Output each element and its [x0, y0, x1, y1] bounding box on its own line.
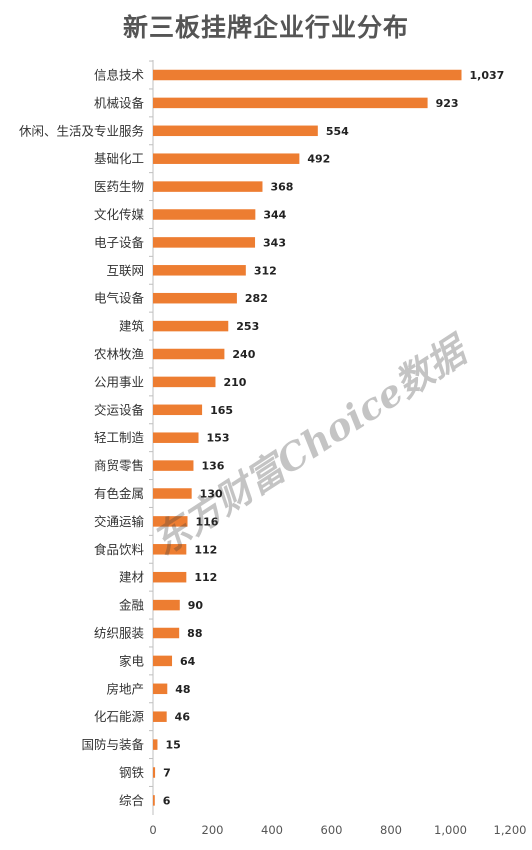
value-label: 112	[194, 543, 217, 556]
category-label: 综合	[119, 793, 145, 808]
value-label: 253	[236, 320, 259, 333]
bar	[153, 69, 462, 81]
category-label: 轻工制造	[94, 430, 145, 445]
bar	[153, 711, 167, 722]
category-label: 家电	[119, 653, 145, 668]
x-tick-label: 800	[380, 823, 402, 837]
category-label: 农林牧渔	[94, 347, 144, 362]
x-tick-label: 1,200	[494, 823, 527, 837]
value-label: 153	[207, 432, 230, 445]
value-label: 88	[187, 627, 202, 640]
value-label: 136	[201, 460, 224, 473]
bar	[153, 153, 300, 164]
bar	[153, 404, 203, 416]
category-label: 信息技术	[94, 68, 145, 83]
bar	[153, 376, 216, 388]
x-tick-label: 200	[202, 823, 224, 837]
value-label: 554	[326, 125, 349, 138]
category-label: 国防与装备	[81, 737, 144, 752]
bar	[153, 320, 229, 332]
category-label: 金融	[119, 598, 145, 613]
bar	[153, 683, 168, 695]
value-label: 7	[163, 767, 171, 780]
value-label: 1,037	[470, 69, 505, 82]
value-label: 210	[223, 376, 246, 389]
x-tick-label: 600	[321, 823, 343, 837]
value-label: 282	[245, 292, 268, 305]
chart-title: 新三板挂牌企业行业分布	[122, 13, 409, 42]
x-tick-label: 400	[261, 823, 283, 837]
category-label: 交运设备	[94, 402, 145, 417]
bar	[153, 571, 187, 583]
category-label: 电子设备	[94, 235, 145, 250]
value-label: 48	[175, 683, 190, 696]
bar	[153, 767, 156, 778]
bar	[153, 599, 180, 611]
category-label: 建筑	[119, 319, 145, 334]
bar	[153, 348, 225, 360]
x-tick-label: 0	[149, 823, 156, 837]
bar	[153, 292, 237, 304]
value-label: 112	[194, 571, 217, 584]
category-label: 建材	[119, 570, 144, 585]
value-label: 368	[270, 181, 293, 194]
bar	[153, 432, 199, 443]
bar	[153, 488, 192, 499]
value-label: 492	[307, 153, 330, 166]
value-label: 15	[165, 739, 180, 752]
category-label: 休闲、生活及专业服务	[19, 123, 144, 138]
value-label: 343	[263, 236, 286, 249]
value-label: 64	[180, 655, 196, 668]
bar	[153, 655, 173, 667]
value-label: 165	[210, 404, 233, 417]
category-label: 有色金属	[94, 486, 144, 501]
category-label: 纺织服装	[94, 626, 144, 641]
bar	[153, 265, 246, 276]
x-tick-label: 1,000	[434, 823, 467, 837]
value-label: 46	[175, 711, 191, 724]
bar	[153, 739, 158, 750]
value-label: 130	[200, 488, 223, 501]
bar	[153, 209, 256, 220]
bar	[153, 544, 187, 555]
value-label: 116	[196, 515, 219, 528]
bar	[153, 97, 428, 109]
bar	[153, 516, 188, 527]
category-label: 文化传媒	[94, 207, 145, 222]
value-label: 90	[188, 599, 204, 612]
value-label: 312	[254, 264, 277, 277]
category-label: 互联网	[106, 263, 144, 278]
category-label: 电气设备	[94, 291, 145, 306]
bar	[153, 125, 318, 137]
value-label: 240	[232, 348, 255, 361]
bar	[153, 181, 263, 192]
category-label: 公用事业	[94, 374, 144, 389]
category-label: 房地产	[106, 681, 144, 696]
value-label: 6	[163, 794, 171, 807]
category-label: 交通运输	[94, 514, 145, 529]
bar	[153, 795, 155, 806]
value-label: 344	[263, 209, 286, 222]
value-label: 923	[436, 97, 459, 110]
bar	[153, 237, 256, 248]
category-label: 钢铁	[119, 765, 145, 780]
category-label: 商贸零售	[94, 458, 144, 473]
category-label: 食品饮料	[94, 542, 145, 557]
bar	[153, 627, 180, 639]
category-label: 化石能源	[94, 709, 145, 724]
category-label: 机械设备	[94, 95, 145, 110]
category-label: 医药生物	[94, 179, 144, 194]
bar	[153, 460, 194, 471]
category-label: 基础化工	[94, 151, 144, 166]
